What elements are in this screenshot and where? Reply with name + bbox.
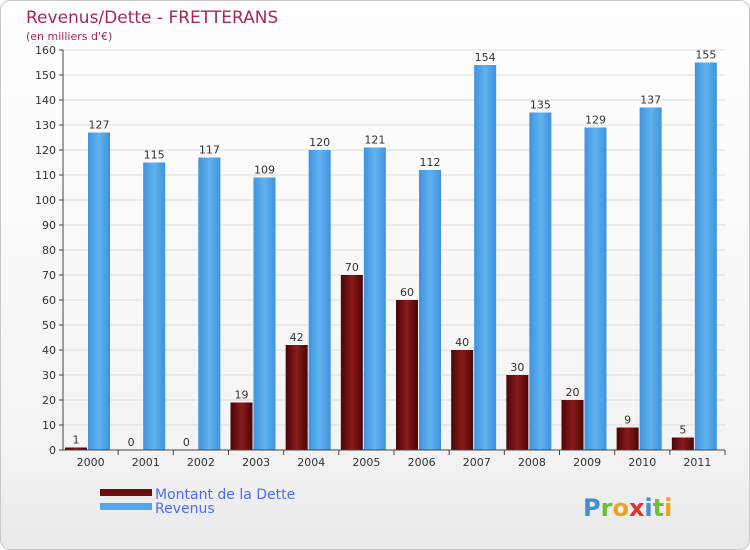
legend-label-revenus: Revenus — [155, 501, 215, 517]
proxiti-logo: Proxiti — [583, 494, 672, 522]
data-label: 60 — [400, 286, 414, 299]
data-label: 155 — [695, 49, 716, 62]
logo-letter: x — [629, 494, 645, 522]
y-tick-label: 150 — [35, 69, 56, 82]
bar-dette — [65, 447, 87, 450]
data-label: 70 — [345, 261, 359, 274]
bar-revenus — [529, 112, 552, 450]
bar-dette — [561, 400, 584, 450]
bar-revenus — [474, 65, 497, 450]
bar-revenus — [253, 177, 276, 450]
data-label: 0 — [183, 436, 190, 449]
data-label: 40 — [455, 336, 469, 349]
bar-revenus — [694, 62, 717, 450]
bar-revenus — [88, 132, 110, 450]
data-label: 137 — [640, 94, 661, 107]
data-label: 154 — [475, 51, 496, 64]
data-label: 117 — [199, 144, 220, 157]
data-label: 30 — [510, 361, 524, 374]
y-tick-label: 60 — [42, 294, 56, 307]
x-tick-label: 2006 — [408, 456, 436, 469]
y-axis: 0 10 20 30 40 50 60 70 80 90 100 110 120 130 140 150 160 — [35, 44, 63, 457]
x-tick-label: 2001 — [132, 456, 160, 469]
bar-dette — [396, 300, 418, 450]
data-label: 127 — [89, 119, 110, 132]
bar-revenus — [639, 107, 662, 450]
data-label: 19 — [235, 389, 249, 402]
y-tick-label: 50 — [42, 319, 56, 332]
data-label: 129 — [585, 114, 606, 127]
data-label: 42 — [290, 331, 304, 344]
legend: Montant de la Dette Revenus — [100, 487, 295, 517]
y-tick-label: 100 — [35, 194, 56, 207]
bar-dette — [451, 350, 474, 450]
x-tick-label: 2011 — [683, 456, 711, 469]
x-tick-label: 2005 — [352, 456, 380, 469]
bar-revenus — [584, 127, 607, 450]
data-label: 112 — [420, 156, 441, 169]
bar-revenus — [198, 157, 221, 450]
data-label: 20 — [566, 386, 580, 399]
y-tick-label: 10 — [42, 419, 56, 432]
y-tick-label: 90 — [42, 219, 56, 232]
y-tick-label: 40 — [42, 344, 56, 357]
legend-swatch-revenus — [100, 503, 152, 510]
bar-dette — [340, 275, 363, 450]
data-label: 115 — [144, 149, 165, 162]
x-tick-label: 2003 — [242, 456, 270, 469]
bar-revenus — [143, 162, 166, 450]
data-label: 0 — [128, 436, 135, 449]
x-tick-label: 2000 — [77, 456, 105, 469]
logo-letter: i — [644, 494, 652, 522]
y-tick-label: 80 — [42, 244, 56, 257]
x-tick-label: 2008 — [518, 456, 546, 469]
x-tick-label: 2007 — [463, 456, 491, 469]
legend-label-debt: Montant de la Dette — [155, 487, 295, 503]
bar-revenus — [308, 150, 331, 450]
data-label: 1 — [73, 434, 80, 447]
chart-title: Revenus/Dette - FRETTERANS — [26, 8, 278, 28]
x-tick-label: 2010 — [628, 456, 656, 469]
y-tick-label: 160 — [35, 44, 56, 57]
legend-swatch-debt — [100, 489, 152, 496]
data-label: 5 — [679, 424, 686, 437]
bar-dette — [671, 437, 694, 450]
bar-dette — [616, 427, 639, 450]
y-tick-label: 110 — [35, 169, 56, 182]
x-tick-label: 2009 — [573, 456, 601, 469]
y-tick-label: 120 — [35, 144, 56, 157]
x-tick-label: 2004 — [297, 456, 325, 469]
x-axis: 2000 2001 2002 2003 2004 2005 2006 2007 2008 2009… — [77, 450, 726, 469]
bar-revenus — [419, 170, 441, 450]
bar-dette — [230, 402, 253, 450]
bar-dette — [285, 345, 308, 450]
logo-letter: i — [664, 494, 672, 522]
data-label: 9 — [624, 414, 631, 427]
logo-letter: P — [583, 494, 601, 522]
y-tick-label: 70 — [42, 269, 56, 282]
y-tick-label: 30 — [42, 369, 56, 382]
bars: 1 127 0 115 0 117 19 109 42 120 70 121 60 112 40 154 30 1… — [65, 49, 717, 450]
data-label: 120 — [309, 136, 330, 149]
bar-dette — [506, 375, 529, 450]
logo-letter: r — [601, 494, 613, 522]
y-tick-label: 130 — [35, 119, 56, 132]
data-label: 135 — [530, 99, 551, 112]
x-tick-label: 2002 — [187, 456, 215, 469]
bar-revenus — [363, 147, 386, 450]
y-tick-label: 0 — [49, 444, 56, 457]
data-label: 109 — [254, 164, 275, 177]
data-label: 121 — [364, 134, 385, 147]
logo-letter: t — [653, 494, 664, 522]
chart-subtitle: (en milliers d'€) — [26, 30, 112, 43]
logo-letter: o — [612, 494, 629, 522]
y-tick-label: 140 — [35, 94, 56, 107]
y-tick-label: 20 — [42, 394, 56, 407]
